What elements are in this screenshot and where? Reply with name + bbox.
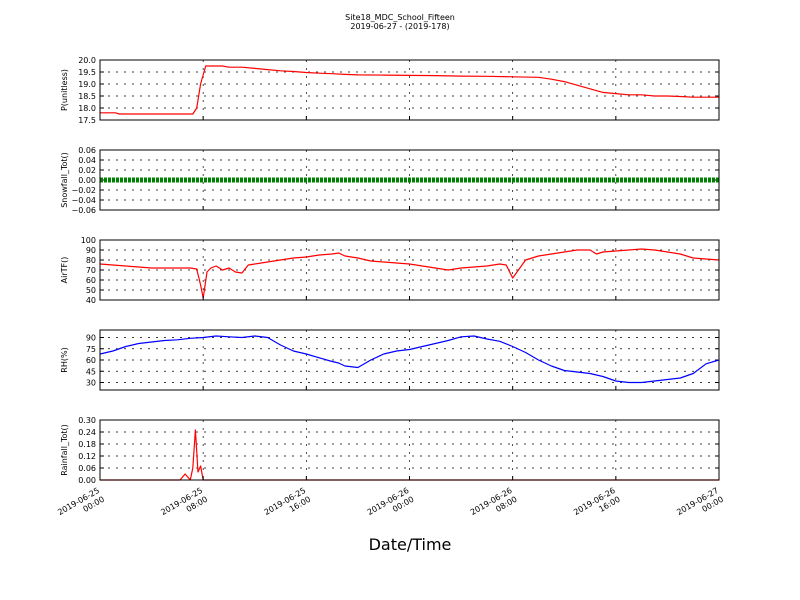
panel-5-ytick-label: 0.12 bbox=[78, 452, 96, 461]
x-tick-label: 2019-06-2616:00 bbox=[572, 486, 622, 526]
panel-4-series bbox=[99, 335, 720, 384]
panel-5-ytick-label: 0.30 bbox=[78, 416, 96, 425]
panel-3-ytick-label: 50 bbox=[86, 286, 96, 295]
panel-4-ytick-label: 90 bbox=[86, 334, 96, 343]
panel-1-series bbox=[100, 65, 719, 115]
panel-2-ytick-label: 0.02 bbox=[78, 166, 96, 175]
panel-1-ytick-label: 20.0 bbox=[78, 56, 96, 65]
panel-3-ytick-label: 80 bbox=[86, 256, 96, 265]
panel-1: 17.5 18.0 18.5 19.0 19.5 20.0 P(unitless) bbox=[60, 56, 720, 125]
panel-3-ytick-label: 40 bbox=[86, 296, 96, 305]
panel-1-ytick-label: 18.0 bbox=[78, 104, 96, 113]
panel-1-ytick-label: 18.5 bbox=[78, 92, 96, 101]
panel-1-ytick-label: 19.5 bbox=[78, 68, 96, 77]
panel-2-ylabel: Snowfall_Tot() bbox=[60, 152, 69, 208]
panel-5-ytick-label: 0.00 bbox=[78, 476, 96, 485]
x-tick-label: 2019-06-2508:00 bbox=[159, 486, 209, 526]
panel-4-ytick-label: 60 bbox=[86, 356, 96, 365]
panel-2-ytick-label: −0.02 bbox=[71, 186, 96, 195]
panel-5-ytick-label: 0.24 bbox=[78, 428, 96, 437]
panel-4-ytick-label: 45 bbox=[86, 367, 96, 376]
panel-2-ytick-label: −0.06 bbox=[71, 206, 96, 215]
panel-4: 30 45 60 75 90 RH(%) bbox=[60, 329, 720, 391]
x-axis-ticks: 2019-06-2500:00 2019-06-2508:00 2019-06-25… bbox=[56, 486, 725, 526]
panel-5: 0.00 0.06 0.12 0.18 0.24 0.30 Rainfall_Tot() bbox=[60, 416, 720, 485]
panel-2-ytick-label: 0.06 bbox=[78, 146, 96, 155]
panel-5-ylabel: Rainfall_Tot() bbox=[60, 424, 69, 476]
x-tick-label: 2019-06-2600:00 bbox=[366, 486, 416, 526]
x-tick-label: 2019-06-2516:00 bbox=[263, 486, 313, 526]
panel-4-ytick-label: 75 bbox=[86, 345, 96, 354]
panel-3-ytick-label: 70 bbox=[86, 266, 96, 275]
x-axis-label: Date/Time bbox=[369, 535, 452, 554]
x-tick-label: 2019-06-2700:00 bbox=[675, 486, 725, 526]
panel-5-ytick-label: 0.18 bbox=[78, 440, 96, 449]
panel-3-ylabel: AirTF() bbox=[60, 257, 69, 284]
panel-1-ytick-label: 19.0 bbox=[78, 80, 96, 89]
x-tick-label: 2019-06-2608:00 bbox=[469, 486, 519, 526]
panel-2-ytick-label: 0.00 bbox=[78, 176, 96, 185]
chart-title: Site18_MDC_School_Fifteen bbox=[345, 13, 455, 22]
panel-3-series bbox=[99, 248, 720, 299]
panel-5-ytick-label: 0.06 bbox=[78, 464, 96, 473]
panel-3-ytick-label: 100 bbox=[81, 236, 96, 245]
x-tick-label: 2019-06-2500:00 bbox=[56, 486, 106, 526]
panels-group: 17.5 18.0 18.5 19.0 19.5 20.0 P(unitless) −0.06… bbox=[60, 56, 720, 485]
panel-1-ylabel: P(unitless) bbox=[60, 69, 69, 111]
panel-4-ylabel: RH(%) bbox=[60, 347, 69, 372]
panel-4-ytick-label: 30 bbox=[86, 379, 96, 388]
panel-2-ytick-label: −0.04 bbox=[71, 196, 96, 205]
panel-3-ytick-label: 90 bbox=[86, 246, 96, 255]
chart-subtitle: 2019-06-27 - (2019-178) bbox=[350, 22, 449, 31]
panel-2: −0.06−0.04−0.020.000.020.040.06 Snowfall_… bbox=[60, 146, 720, 215]
panel-2-ytick-label: 0.04 bbox=[78, 156, 96, 165]
panel-1-ytick-label: 17.5 bbox=[78, 116, 96, 125]
panel-3-ytick-label: 60 bbox=[86, 276, 96, 285]
